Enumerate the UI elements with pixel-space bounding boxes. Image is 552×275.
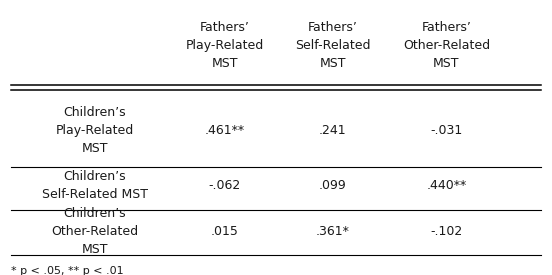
Text: -.102: -.102 bbox=[430, 225, 463, 238]
Text: Fathers’
Self-Related
MST: Fathers’ Self-Related MST bbox=[295, 21, 370, 70]
Text: .361*: .361* bbox=[316, 225, 350, 238]
Text: -.031: -.031 bbox=[430, 124, 463, 137]
Text: Children’s
Self-Related MST: Children’s Self-Related MST bbox=[42, 170, 148, 201]
Text: Children’s
Play-Related
MST: Children’s Play-Related MST bbox=[56, 106, 134, 155]
Text: Children’s
Other-Related
MST: Children’s Other-Related MST bbox=[51, 207, 139, 256]
Text: Fathers’
Play-Related
MST: Fathers’ Play-Related MST bbox=[185, 21, 264, 70]
Text: .461**: .461** bbox=[205, 124, 245, 137]
Text: .015: .015 bbox=[211, 225, 238, 238]
Text: .440**: .440** bbox=[426, 179, 466, 192]
Text: .099: .099 bbox=[319, 179, 347, 192]
Text: * p < .05, ** p < .01: * p < .05, ** p < .01 bbox=[11, 266, 124, 275]
Text: .241: .241 bbox=[319, 124, 347, 137]
Text: Fathers’
Other-Related
MST: Fathers’ Other-Related MST bbox=[403, 21, 490, 70]
Text: -.062: -.062 bbox=[209, 179, 241, 192]
